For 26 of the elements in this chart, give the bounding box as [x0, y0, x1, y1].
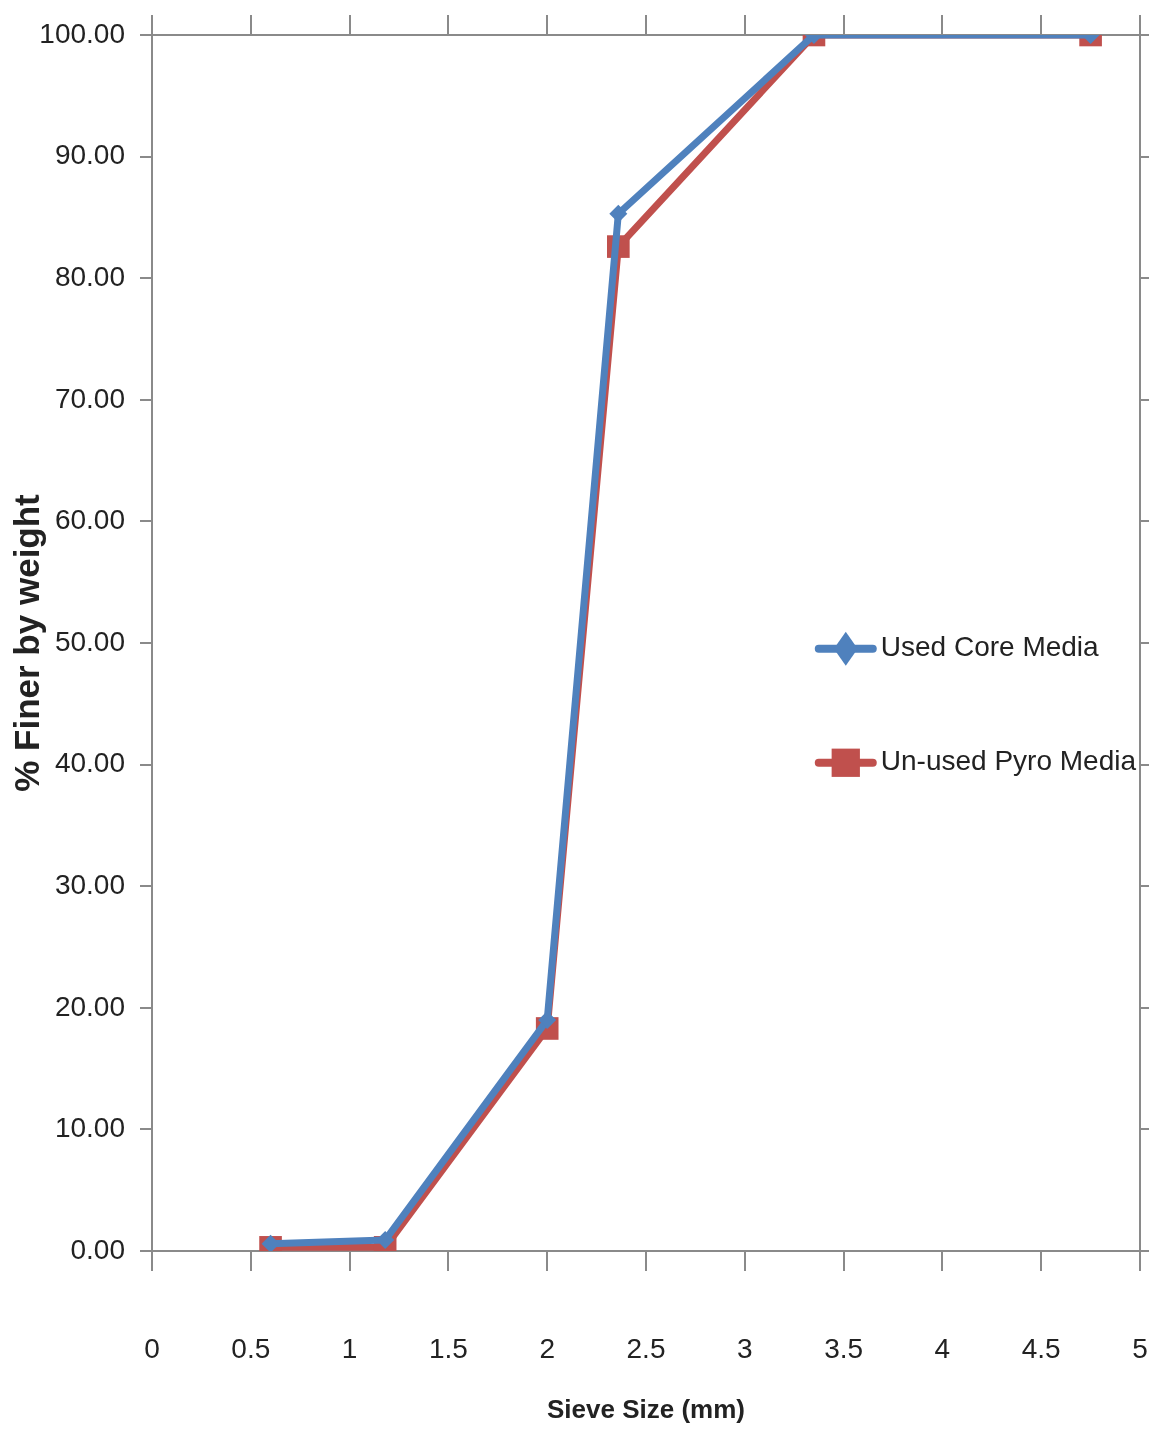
y-tick-label: 100.00: [39, 17, 125, 49]
y-tick-label: 60.00: [54, 504, 125, 536]
x-tick-label: 3.5: [824, 1332, 864, 1364]
y-tick-label: 50.00: [54, 625, 125, 657]
x-tick-label: 2: [539, 1332, 555, 1364]
y-tick-label: 70.00: [54, 382, 125, 414]
x-tick-label: 5: [1132, 1332, 1148, 1364]
y-tick-label: 0.00: [70, 1233, 125, 1265]
y-axis-title: % Finer by weight: [6, 493, 46, 792]
x-axis-title: Sieve Size (mm): [547, 1393, 745, 1424]
y-tick-label: 40.00: [54, 747, 125, 779]
legend-label: Un-used Pyro Media: [880, 745, 1137, 777]
x-tick-label: 4.5: [1021, 1332, 1061, 1364]
x-tick-label: 4: [934, 1332, 951, 1364]
x-tick-label: 1: [341, 1332, 358, 1364]
y-tick-label: 10.00: [54, 1112, 125, 1144]
y-tick-label: 30.00: [54, 868, 125, 900]
y-tick-label: 20.00: [54, 990, 125, 1022]
x-tick-label: 1.5: [428, 1332, 468, 1364]
x-tick-label: 3: [737, 1332, 753, 1364]
y-tick-label: 90.00: [54, 139, 125, 171]
x-tick-label: 0.5: [231, 1332, 271, 1364]
y-tick-label: 80.00: [54, 260, 125, 292]
legend-label: Used Core Media: [880, 631, 1100, 663]
x-tick-label: 0: [144, 1332, 160, 1364]
x-tick-label: 2.5: [626, 1332, 666, 1364]
